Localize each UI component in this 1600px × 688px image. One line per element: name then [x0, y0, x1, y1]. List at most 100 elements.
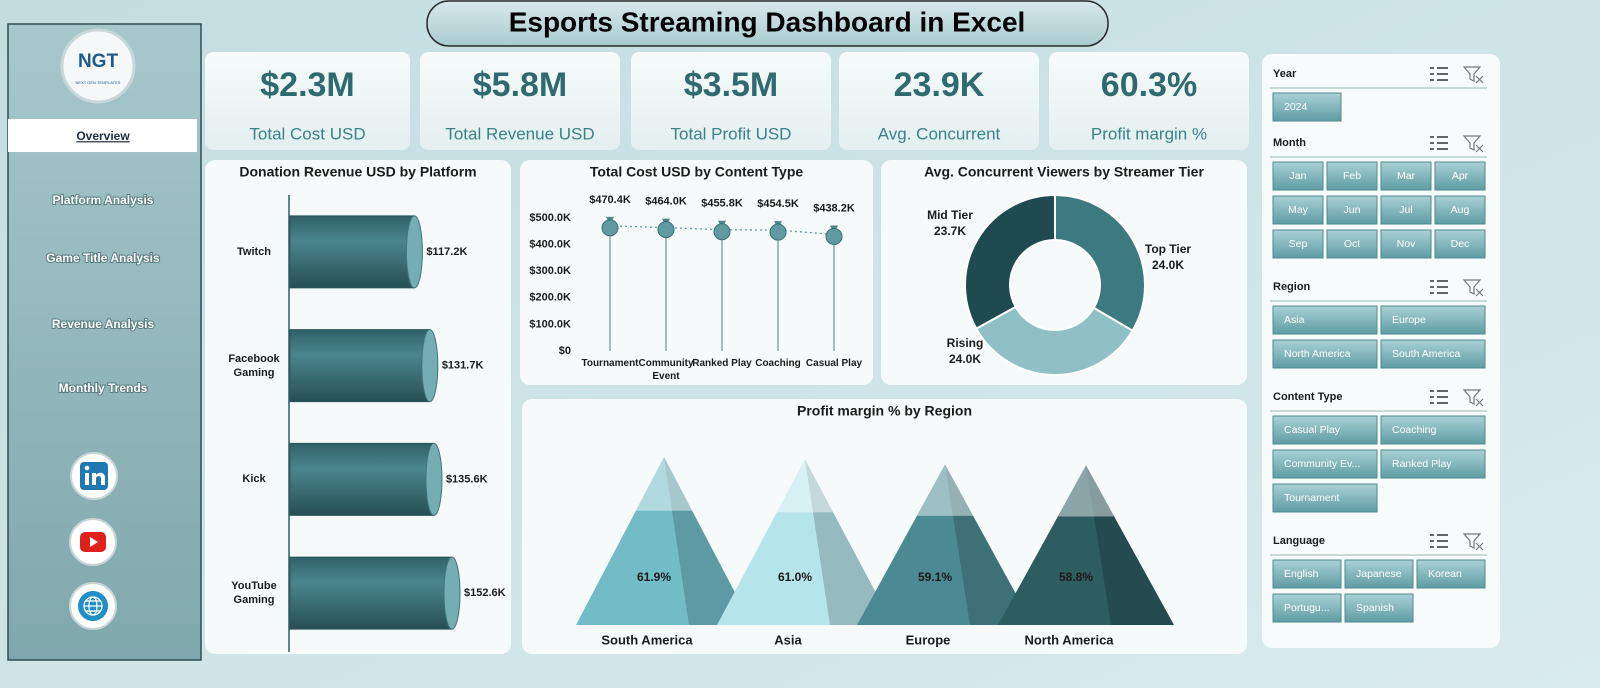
value-label: $117.2K [426, 246, 467, 258]
y-tick-label: $500.0K [529, 212, 571, 224]
nav-item[interactable]: Platform Analysis [52, 192, 155, 208]
slicer-button[interactable] [1416, 559, 1486, 589]
marker [825, 227, 843, 245]
slicer-button[interactable] [1380, 161, 1432, 191]
slicer-button[interactable] [1272, 305, 1378, 335]
slicer-button[interactable] [1272, 415, 1378, 445]
slicer-item: Tournament [1284, 492, 1340, 504]
kpi-label: Total Revenue USD [445, 124, 594, 143]
slicer-button[interactable] [1272, 229, 1324, 259]
pyramid-tip [776, 459, 834, 513]
donut-slice [964, 193, 1056, 330]
slicer-button[interactable] [1272, 339, 1378, 369]
category-label: North America [1024, 632, 1114, 647]
bar-cap [425, 442, 443, 516]
multi-select-icon[interactable] [1430, 67, 1448, 81]
kpi-card [1049, 52, 1249, 150]
pyramid-tip [1057, 465, 1115, 517]
bar-cap [443, 556, 461, 630]
slicer-item: Jun [1344, 204, 1361, 216]
slicer-item: North America [1284, 348, 1351, 360]
nav-item[interactable]: Overview [76, 129, 130, 143]
kpi-card [631, 52, 831, 150]
slicer-button[interactable] [1380, 415, 1486, 445]
chart-panel [881, 160, 1247, 385]
pyramid-tip [916, 464, 974, 516]
clear-filter-icon[interactable] [1462, 135, 1484, 153]
slicer-item: Jan [1290, 170, 1307, 182]
logo-name: NGT [78, 51, 119, 72]
slicer-button[interactable] [1380, 195, 1432, 225]
slicer-title: Content Type [1273, 391, 1342, 403]
category-label: Mid Tier [927, 208, 973, 222]
chart-title: Profit margin % by Region [797, 403, 972, 419]
chart-panel [205, 160, 511, 654]
value-label: $470.4K [589, 194, 631, 206]
nav-item[interactable]: Revenue Analysis [51, 316, 156, 332]
bar [289, 215, 415, 289]
slicer-button[interactable] [1434, 195, 1486, 225]
slicer-item: South America [1392, 348, 1460, 360]
value-label: 24.0K [1152, 258, 1184, 272]
marker [601, 219, 619, 237]
slicer-button[interactable] [1272, 483, 1378, 513]
bar [289, 442, 435, 516]
clear-filter-icon[interactable] [1462, 66, 1484, 84]
clear-filter-icon[interactable] [1462, 533, 1484, 551]
slicer-button[interactable] [1380, 229, 1432, 259]
slicer-button[interactable] [1272, 559, 1342, 589]
slicer-button[interactable] [1380, 339, 1486, 369]
slicer-item: Apr [1452, 170, 1469, 182]
multi-select-icon[interactable] [1430, 280, 1448, 294]
category-label: Europe [906, 632, 951, 647]
value-label: $464.0K [645, 195, 687, 207]
chart-title: Donation Revenue USD by Platform [239, 164, 476, 180]
slicer-button[interactable] [1434, 229, 1486, 259]
slicer-item: Ranked Play [1392, 458, 1452, 470]
pyramid [576, 457, 752, 625]
value-label: $131.7K [442, 360, 484, 372]
slicer-item: English [1284, 568, 1319, 580]
slicer-item: Community Ev... [1284, 458, 1360, 470]
slicer-button[interactable] [1326, 195, 1378, 225]
slicer-button[interactable] [1272, 92, 1342, 122]
slicer-button[interactable] [1326, 161, 1378, 191]
kpi-label: Profit margin % [1091, 124, 1207, 143]
slicer-button[interactable] [1272, 593, 1342, 623]
pyramid [717, 459, 893, 625]
slicer-button[interactable] [1380, 449, 1486, 479]
y-tick-label: $300.0K [529, 265, 571, 277]
value-label: $152.6K [464, 587, 506, 599]
linkedin-glyph [84, 465, 90, 471]
youtube-glyph [90, 537, 98, 547]
nav-item[interactable]: Monthly Trends [58, 380, 149, 396]
bar [289, 329, 431, 403]
slicer-button[interactable] [1380, 305, 1486, 335]
value-label: $454.5K [757, 198, 799, 210]
multi-select-icon[interactable] [1430, 136, 1448, 150]
slicer-button[interactable] [1434, 161, 1486, 191]
slicer-item: Casual Play [1284, 424, 1341, 436]
marker [657, 221, 675, 239]
nav-active-bg [8, 119, 197, 152]
category-label: Asia [774, 632, 802, 647]
slicer-button[interactable] [1344, 593, 1414, 623]
value-label: 61.9% [637, 570, 671, 584]
slicer-button[interactable] [1272, 161, 1324, 191]
slicer-title: Region [1273, 281, 1311, 293]
multi-select-icon[interactable] [1430, 390, 1448, 404]
slicer-button[interactable] [1272, 195, 1324, 225]
slicer-button[interactable] [1326, 229, 1378, 259]
multi-select-icon[interactable] [1430, 534, 1448, 548]
clear-filter-icon[interactable] [1462, 389, 1484, 407]
clear-filter-icon[interactable] [1462, 279, 1484, 297]
value-label: $455.8K [701, 198, 743, 210]
slicer-button[interactable] [1272, 449, 1378, 479]
slicer-button[interactable] [1344, 559, 1414, 589]
logo-badge [60, 28, 136, 104]
slicer-item: 2024 [1284, 101, 1308, 113]
slicer-item: Korean [1428, 568, 1462, 580]
value-label: $135.6K [446, 473, 488, 485]
nav-item[interactable]: Game Title Analysis [45, 250, 161, 266]
bar-cap [405, 215, 423, 289]
